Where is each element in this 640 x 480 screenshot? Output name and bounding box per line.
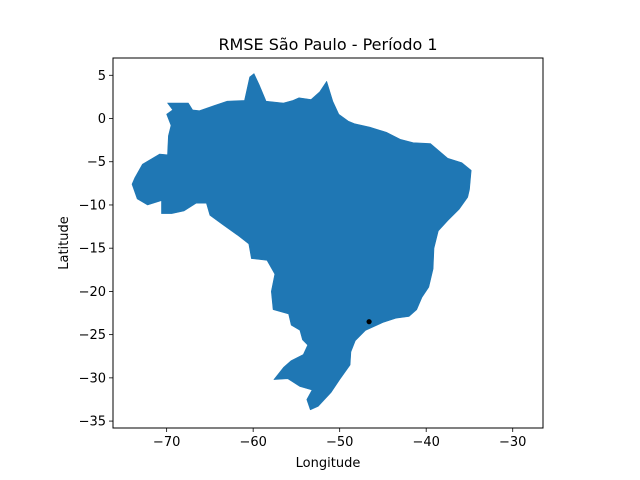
axes-frame: [112, 57, 544, 429]
y-tick-label: −25: [79, 328, 106, 343]
x-tick-label: −60: [239, 435, 266, 450]
x-tick-label: −40: [412, 435, 439, 450]
data-point-0: [366, 319, 372, 325]
y-tick-label: −20: [79, 285, 106, 300]
x-tick-label: −70: [153, 435, 180, 450]
y-tick-label: −35: [79, 415, 106, 430]
brazil-region: [131, 73, 472, 411]
chart-title: RMSE São Paulo - Período 1: [218, 35, 437, 54]
y-axis: 5 0 −5 −10 −15 −20 −25 −30 −35: [79, 69, 113, 430]
y-tick-label: −5: [87, 155, 106, 170]
plot-area: [131, 73, 472, 411]
x-tick-label: −50: [326, 435, 353, 450]
x-tick-label: −30: [499, 435, 526, 450]
x-axis: −70 −60 −50 −40 −30: [153, 428, 526, 450]
y-tick-label: −10: [79, 198, 106, 213]
y-tick-label: −30: [79, 371, 106, 386]
y-tick-label: 5: [98, 69, 106, 84]
y-tick-label: 0: [98, 112, 106, 127]
y-tick-label: −15: [79, 242, 106, 257]
y-axis-label: Latitude: [57, 216, 72, 270]
points-layer: [366, 319, 372, 325]
x-axis-label: Longitude: [296, 456, 361, 471]
